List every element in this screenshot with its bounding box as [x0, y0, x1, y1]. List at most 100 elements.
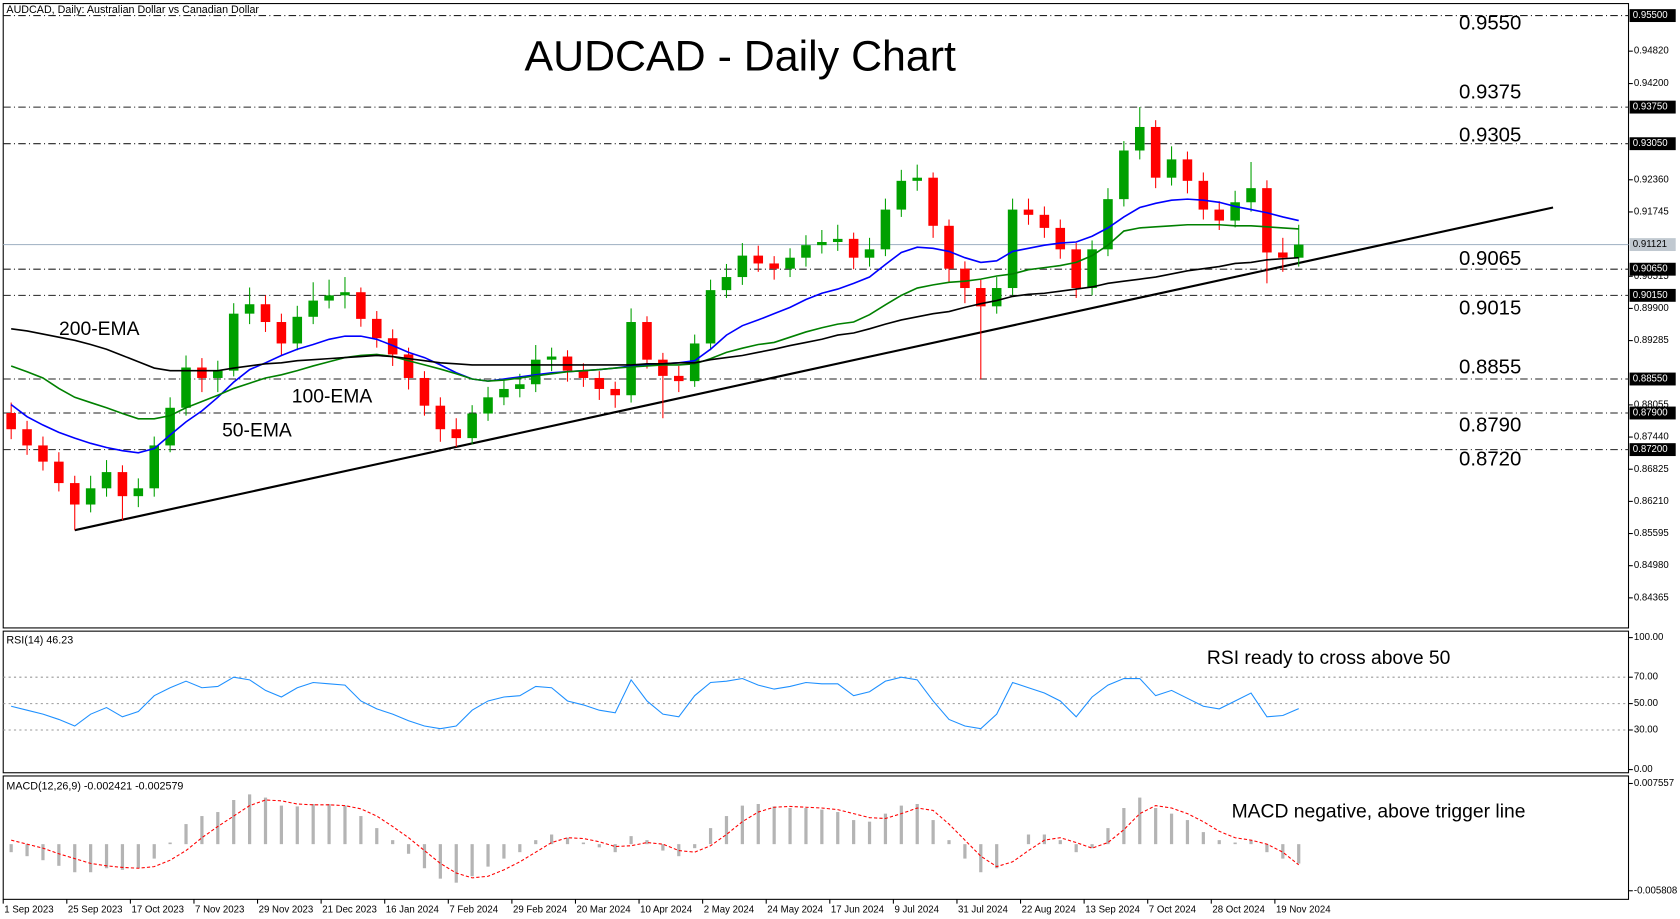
candle-body — [435, 405, 446, 430]
y-tick-label: 100.00 — [1634, 632, 1663, 643]
y-tick-label: 0.89285 — [1634, 335, 1669, 346]
rsi-annotation: RSI ready to cross above 50 — [1207, 648, 1450, 669]
candle-body — [848, 238, 859, 258]
ema-label: 100-EMA — [292, 386, 373, 407]
x-tick-label: 17 Oct 2023 — [131, 905, 184, 916]
ema-line — [11, 256, 1299, 372]
x-tick-label: 25 Sep 2023 — [68, 905, 123, 916]
candle-body — [101, 472, 112, 489]
axis-tag-label: 0.88550 — [1633, 374, 1668, 385]
candle-body — [308, 300, 318, 317]
x-tick-label: 7 Oct 2024 — [1149, 905, 1197, 916]
candle-body — [165, 407, 175, 446]
candle-body — [1103, 199, 1113, 250]
candle-body — [1119, 150, 1129, 200]
candle-body — [530, 359, 541, 385]
axis-tag-label: 0.95500 — [1633, 10, 1668, 21]
candle-body — [85, 488, 96, 505]
candle-body — [578, 370, 589, 378]
level-label: 0.9375 — [1459, 82, 1521, 104]
macd-signal-line — [11, 799, 1300, 879]
x-tick-label: 21 Dec 2023 — [322, 905, 377, 916]
ema-label: 200-EMA — [59, 319, 140, 340]
candle-body — [960, 268, 970, 289]
candle-body — [228, 313, 239, 371]
candle-body — [864, 249, 875, 258]
macd-panel — [2, 775, 1630, 900]
candle-body — [1023, 209, 1034, 215]
candle-body — [562, 356, 573, 371]
candle-body — [928, 177, 938, 226]
candle-body — [626, 322, 636, 396]
candle-body — [1007, 209, 1018, 289]
x-tick-label: 19 Nov 2024 — [1276, 905, 1331, 916]
candle-body — [69, 483, 80, 505]
candle-body — [880, 209, 891, 250]
candle-body — [817, 242, 827, 246]
candle-body — [737, 255, 748, 278]
y-tick-label: 0.00 — [1634, 764, 1653, 775]
rsi-panel — [2, 630, 1630, 774]
y-tick-label: 0.92360 — [1634, 174, 1669, 185]
candle-body — [546, 356, 557, 360]
axis-tag — [1629, 288, 1676, 302]
candle-body — [912, 177, 922, 181]
candle-body — [1262, 188, 1272, 253]
candle-body — [38, 445, 48, 462]
candle-body — [642, 322, 652, 360]
candle-body — [22, 429, 32, 446]
x-tick-label: 22 Aug 2024 — [1022, 905, 1077, 916]
candle-body — [1166, 159, 1177, 178]
candle-body — [674, 375, 684, 382]
candle-body — [340, 292, 350, 296]
candle-body — [785, 257, 795, 269]
x-tick-label: 16 Jan 2024 — [386, 905, 440, 916]
candle-body — [594, 377, 605, 389]
x-tick-label: 1 Sep 2023 — [4, 905, 53, 916]
candle-body — [515, 384, 525, 389]
candle-body — [1087, 249, 1097, 289]
candle-body — [244, 304, 255, 314]
y-tick-label: 0.86210 — [1634, 496, 1669, 507]
candle-body — [896, 180, 907, 210]
candle-body — [1039, 214, 1050, 228]
x-tick-label: 7 Feb 2024 — [449, 905, 498, 916]
x-tick-label: 29 Feb 2024 — [513, 905, 568, 916]
candle-body — [276, 322, 287, 344]
candle-body — [371, 318, 382, 339]
candle-body — [133, 488, 144, 497]
candle-body — [483, 397, 493, 414]
rsi-title: RSI(14) 46.23 — [6, 635, 73, 647]
candle-body — [451, 429, 462, 439]
x-tick-label: 2 May 2024 — [704, 905, 755, 916]
level-label: 0.9015 — [1459, 298, 1521, 320]
y-tick-label: 0.90515 — [1634, 271, 1669, 282]
axis-tag — [1629, 100, 1676, 114]
candle-body — [753, 255, 764, 264]
y-tick-label: 50.00 — [1634, 698, 1658, 709]
x-tick-label: 24 May 2024 — [767, 905, 823, 916]
y-tick-label: 0.89900 — [1634, 303, 1669, 314]
axis-tag — [1629, 372, 1676, 386]
candle-body — [117, 472, 128, 497]
candle-body — [991, 288, 1002, 307]
candle-body — [832, 238, 843, 243]
symbol-header: AUDCAD, Daily: Australian Dollar vs Cana… — [6, 4, 259, 16]
candle-body — [1055, 227, 1066, 250]
candle-body — [1071, 249, 1081, 289]
rsi-line — [11, 676, 1299, 730]
y-tick-label: 70.00 — [1634, 672, 1658, 683]
candle-body — [213, 370, 223, 378]
current-price-tag — [1629, 238, 1676, 252]
candle-body — [403, 354, 414, 378]
candle-body — [1214, 209, 1225, 221]
level-label: 0.9550 — [1459, 13, 1521, 35]
x-tick-label: 7 Nov 2023 — [195, 905, 244, 916]
candle-body — [705, 290, 716, 344]
candle-body — [292, 316, 303, 344]
candle-body — [260, 304, 271, 323]
candle-body — [181, 367, 191, 408]
macd-title: MACD(12,26,9) -0.002421 -0.002579 — [6, 781, 183, 793]
candle-body — [1230, 202, 1240, 221]
